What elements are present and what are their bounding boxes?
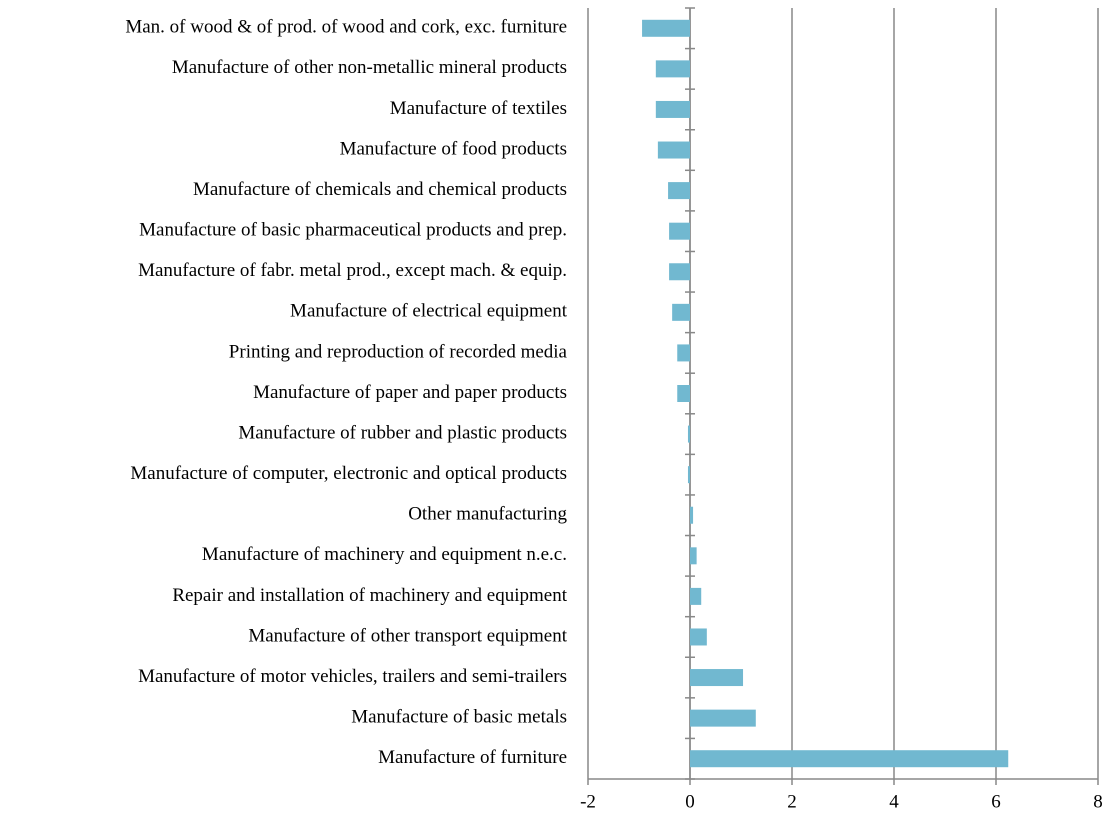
bar xyxy=(690,547,697,565)
y-tick-label: Manufacture of motor vehicles, trailers … xyxy=(138,666,567,687)
y-tick-label: Manufacture of other non-metallic minera… xyxy=(172,57,567,78)
bar xyxy=(672,303,690,321)
y-tick-label: Manufacture of furniture xyxy=(378,747,567,768)
y-tick-label: Manufacture of chemicals and chemical pr… xyxy=(193,179,567,200)
x-tick-label: -2 xyxy=(580,791,596,812)
bar xyxy=(655,100,690,118)
bar xyxy=(677,385,690,402)
x-tick-label: 4 xyxy=(889,791,899,812)
y-tick-label: Manufacture of electrical equipment xyxy=(290,301,568,322)
bar xyxy=(690,587,702,605)
x-tick-label: 8 xyxy=(1093,791,1103,812)
bar xyxy=(669,222,690,240)
x-tick-label: 0 xyxy=(685,791,695,812)
y-tick-label: Manufacture of paper and paper products xyxy=(253,382,567,403)
bar xyxy=(690,628,707,646)
x-tick-label: 2 xyxy=(787,791,797,812)
y-tick-label: Printing and reproduction of recorded me… xyxy=(229,341,568,362)
y-tick-label: Manufacture of machinery and equipment n… xyxy=(202,544,567,565)
bar xyxy=(690,750,1009,768)
bar xyxy=(690,709,756,727)
y-tick-label: Repair and installation of machinery and… xyxy=(172,585,567,606)
bar xyxy=(677,344,690,362)
bar xyxy=(690,506,694,524)
bar xyxy=(668,182,690,200)
y-tick-label: Manufacture of fabr. metal prod., except… xyxy=(138,260,567,281)
y-tick-label: Manufacture of other transport equipment xyxy=(248,625,567,646)
y-tick-label: Man. of wood & of prod. of wood and cork… xyxy=(125,17,567,38)
bar xyxy=(657,141,690,159)
bar xyxy=(687,466,690,484)
bar xyxy=(669,263,690,281)
y-tick-label: Other manufacturing xyxy=(408,504,567,525)
y-tick-label: Manufacture of computer, electronic and … xyxy=(130,463,567,484)
bar xyxy=(642,19,690,37)
y-tick-label: Manufacture of textiles xyxy=(390,98,567,119)
x-tick-label: 6 xyxy=(991,791,1001,812)
y-tick-label: Manufacture of rubber and plastic produc… xyxy=(238,422,567,443)
bar xyxy=(655,60,690,78)
bar xyxy=(690,669,744,687)
y-tick-label: Manufacture of food products xyxy=(340,138,567,159)
y-tick-label: Manufacture of basic metals xyxy=(351,706,567,727)
bar xyxy=(687,425,690,443)
y-tick-label: Manufacture of basic pharmaceutical prod… xyxy=(139,220,567,241)
